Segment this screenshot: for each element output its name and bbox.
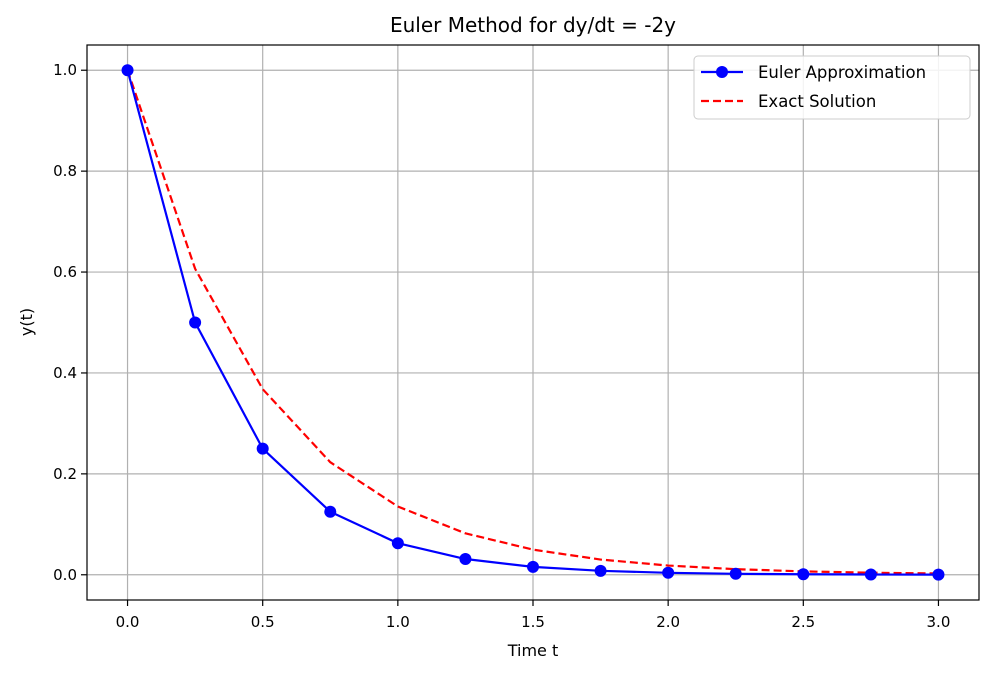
x-tick-label: 3.0 [927, 613, 951, 631]
x-tick-label: 0.0 [116, 613, 140, 631]
x-axis-label: Time t [507, 641, 559, 660]
legend-label-0: Euler Approximation [758, 63, 926, 82]
x-tick-label: 0.5 [251, 613, 275, 631]
data-point [121, 64, 134, 77]
legend: Euler Approximation Exact Solution [693, 55, 971, 120]
y-tick-label: 1.0 [53, 61, 77, 79]
x-tick-label: 2.0 [656, 613, 680, 631]
series-layer [121, 64, 945, 581]
legend-box [693, 55, 971, 120]
y-tick-label: 0.0 [53, 566, 77, 584]
data-point [391, 537, 404, 550]
data-point [932, 568, 945, 581]
data-point [662, 566, 675, 579]
grid [87, 45, 979, 600]
data-point [527, 560, 539, 573]
data-point [256, 442, 269, 455]
x-tick-label: 1.0 [386, 613, 410, 631]
y-tick-label: 0.4 [53, 364, 77, 382]
data-point [729, 567, 742, 580]
ticks: 0.0 0.5 1.0 1.5 2.0 2.5 3.0 0.0 0.2 0.4 0.6 0.8 1.0 [53, 61, 950, 631]
data-point [797, 568, 810, 581]
legend-marker [716, 66, 728, 78]
y-tick-label: 0.8 [53, 162, 77, 180]
x-tick-label: 2.5 [791, 613, 815, 631]
legend-label-1: Exact Solution [758, 92, 876, 111]
chart-title: Euler Method for dy/dt = -2y [390, 13, 676, 37]
x-tick-label: 1.5 [521, 613, 545, 631]
data-point [594, 564, 607, 577]
data-point [459, 553, 472, 566]
data-point [189, 316, 202, 329]
data-point [864, 568, 877, 581]
y-tick-label: 0.6 [53, 263, 77, 281]
y-tick-label: 0.2 [53, 465, 77, 483]
data-point [324, 505, 337, 518]
y-axis-label: y(t) [17, 308, 36, 336]
